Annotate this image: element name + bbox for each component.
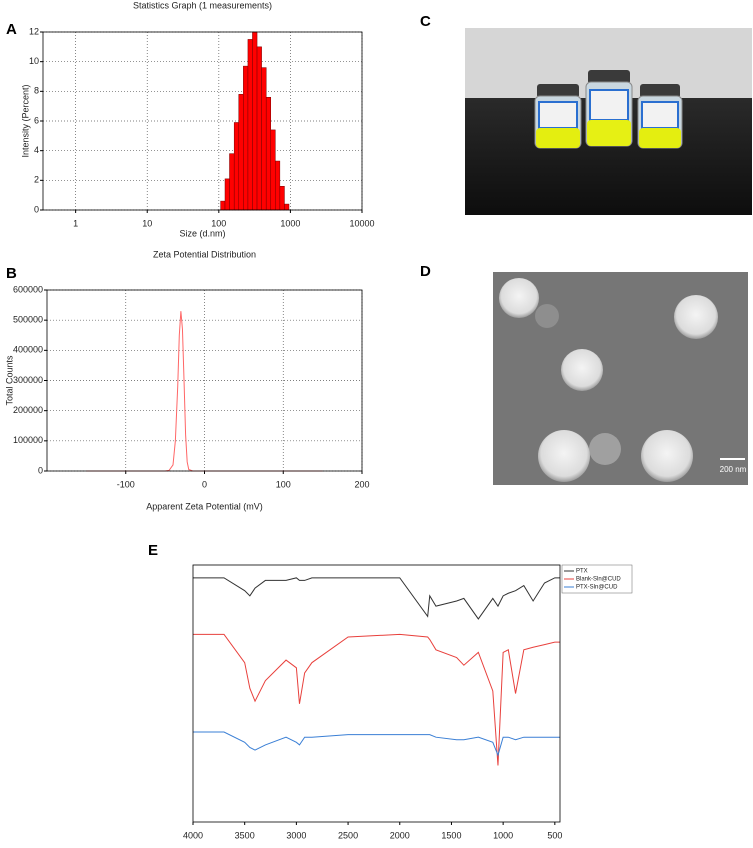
- panel-label: E: [148, 542, 158, 559]
- chart-title: Statistics Graph (1 measurements): [133, 0, 272, 10]
- y-tick-label: 4: [34, 145, 39, 155]
- bar: [265, 97, 271, 211]
- vial: [637, 84, 683, 149]
- panel-label: B: [6, 265, 17, 282]
- x-axis-label: Size (d.nm): [179, 228, 225, 238]
- bar: [256, 46, 262, 211]
- plot-frame: [46, 289, 363, 472]
- x-axis-label: Apparent Zeta Potential (mV): [146, 501, 263, 511]
- x-tick-label: 2000: [390, 830, 410, 840]
- panel-label: C: [420, 13, 431, 30]
- vial: [585, 70, 633, 147]
- y-tick-label: 600000: [13, 284, 43, 294]
- bar: [284, 203, 290, 211]
- bar: [261, 67, 267, 211]
- line: [86, 311, 323, 472]
- x-tick-label: 500: [547, 830, 562, 840]
- bar: [279, 186, 285, 211]
- x-tick-label: -100: [117, 479, 135, 489]
- y-axis-label: Intensity (Percent): [20, 84, 30, 157]
- panel-label: D: [420, 263, 431, 280]
- x-tick-label: 100: [276, 479, 291, 489]
- y-axis-label: Total Counts: [4, 355, 14, 406]
- y-tick-label: 100000: [13, 435, 43, 445]
- x-tick-label: 100: [211, 218, 226, 228]
- panel-label: A: [6, 21, 17, 38]
- chart-title: Zeta Potential Distribution: [153, 249, 256, 259]
- bar: [238, 94, 244, 211]
- scale-bar-label: 200 nm: [720, 465, 747, 474]
- line: [193, 731, 560, 757]
- x-tick-label: 1000: [493, 830, 513, 840]
- y-tick-label: 0: [34, 204, 39, 214]
- bar: [270, 129, 276, 211]
- vial: [534, 84, 582, 149]
- x-tick-label: 2500: [338, 830, 358, 840]
- y-tick-label: 300000: [13, 375, 43, 385]
- tem-image: 200 nm: [493, 272, 748, 485]
- bar: [247, 39, 253, 211]
- x-tick-label: 200: [354, 479, 369, 489]
- legend-label: PTX: [576, 569, 588, 575]
- y-tick-label: 2: [34, 175, 39, 185]
- x-tick-label: 10000: [349, 218, 374, 228]
- bar: [243, 65, 249, 211]
- line: [193, 633, 560, 766]
- y-tick-label: 200000: [13, 405, 43, 415]
- x-tick-label: 3500: [235, 830, 255, 840]
- y-tick-label: 0: [38, 465, 43, 475]
- x-tick-label: 1500: [441, 830, 461, 840]
- bar: [220, 200, 226, 211]
- bar: [224, 178, 230, 211]
- legend-label: PTX-Sln@CUD: [576, 585, 618, 591]
- x-tick-label: 10: [142, 218, 152, 228]
- photo: [465, 28, 752, 215]
- x-tick-label: 4000: [183, 830, 203, 840]
- plot-frame: [192, 564, 561, 823]
- y-tick-label: 10: [29, 56, 39, 66]
- x-tick-label: 3000: [286, 830, 306, 840]
- y-tick-label: 8: [34, 86, 39, 96]
- bar: [252, 31, 258, 211]
- y-tick-label: 400000: [13, 345, 43, 355]
- bar: [229, 153, 235, 211]
- x-tick-label: 1000: [280, 218, 300, 228]
- bar: [233, 122, 240, 211]
- x-tick-label: 0: [202, 479, 207, 489]
- line: [193, 577, 560, 620]
- y-tick-label: 500000: [13, 315, 43, 325]
- x-tick-label: 1: [73, 218, 78, 228]
- y-tick-label: 6: [34, 115, 39, 125]
- y-tick-label: 12: [29, 26, 39, 36]
- plot-frame: [42, 31, 363, 211]
- bar: [275, 160, 281, 211]
- legend-label: Blank-Sln@CUD: [576, 577, 621, 583]
